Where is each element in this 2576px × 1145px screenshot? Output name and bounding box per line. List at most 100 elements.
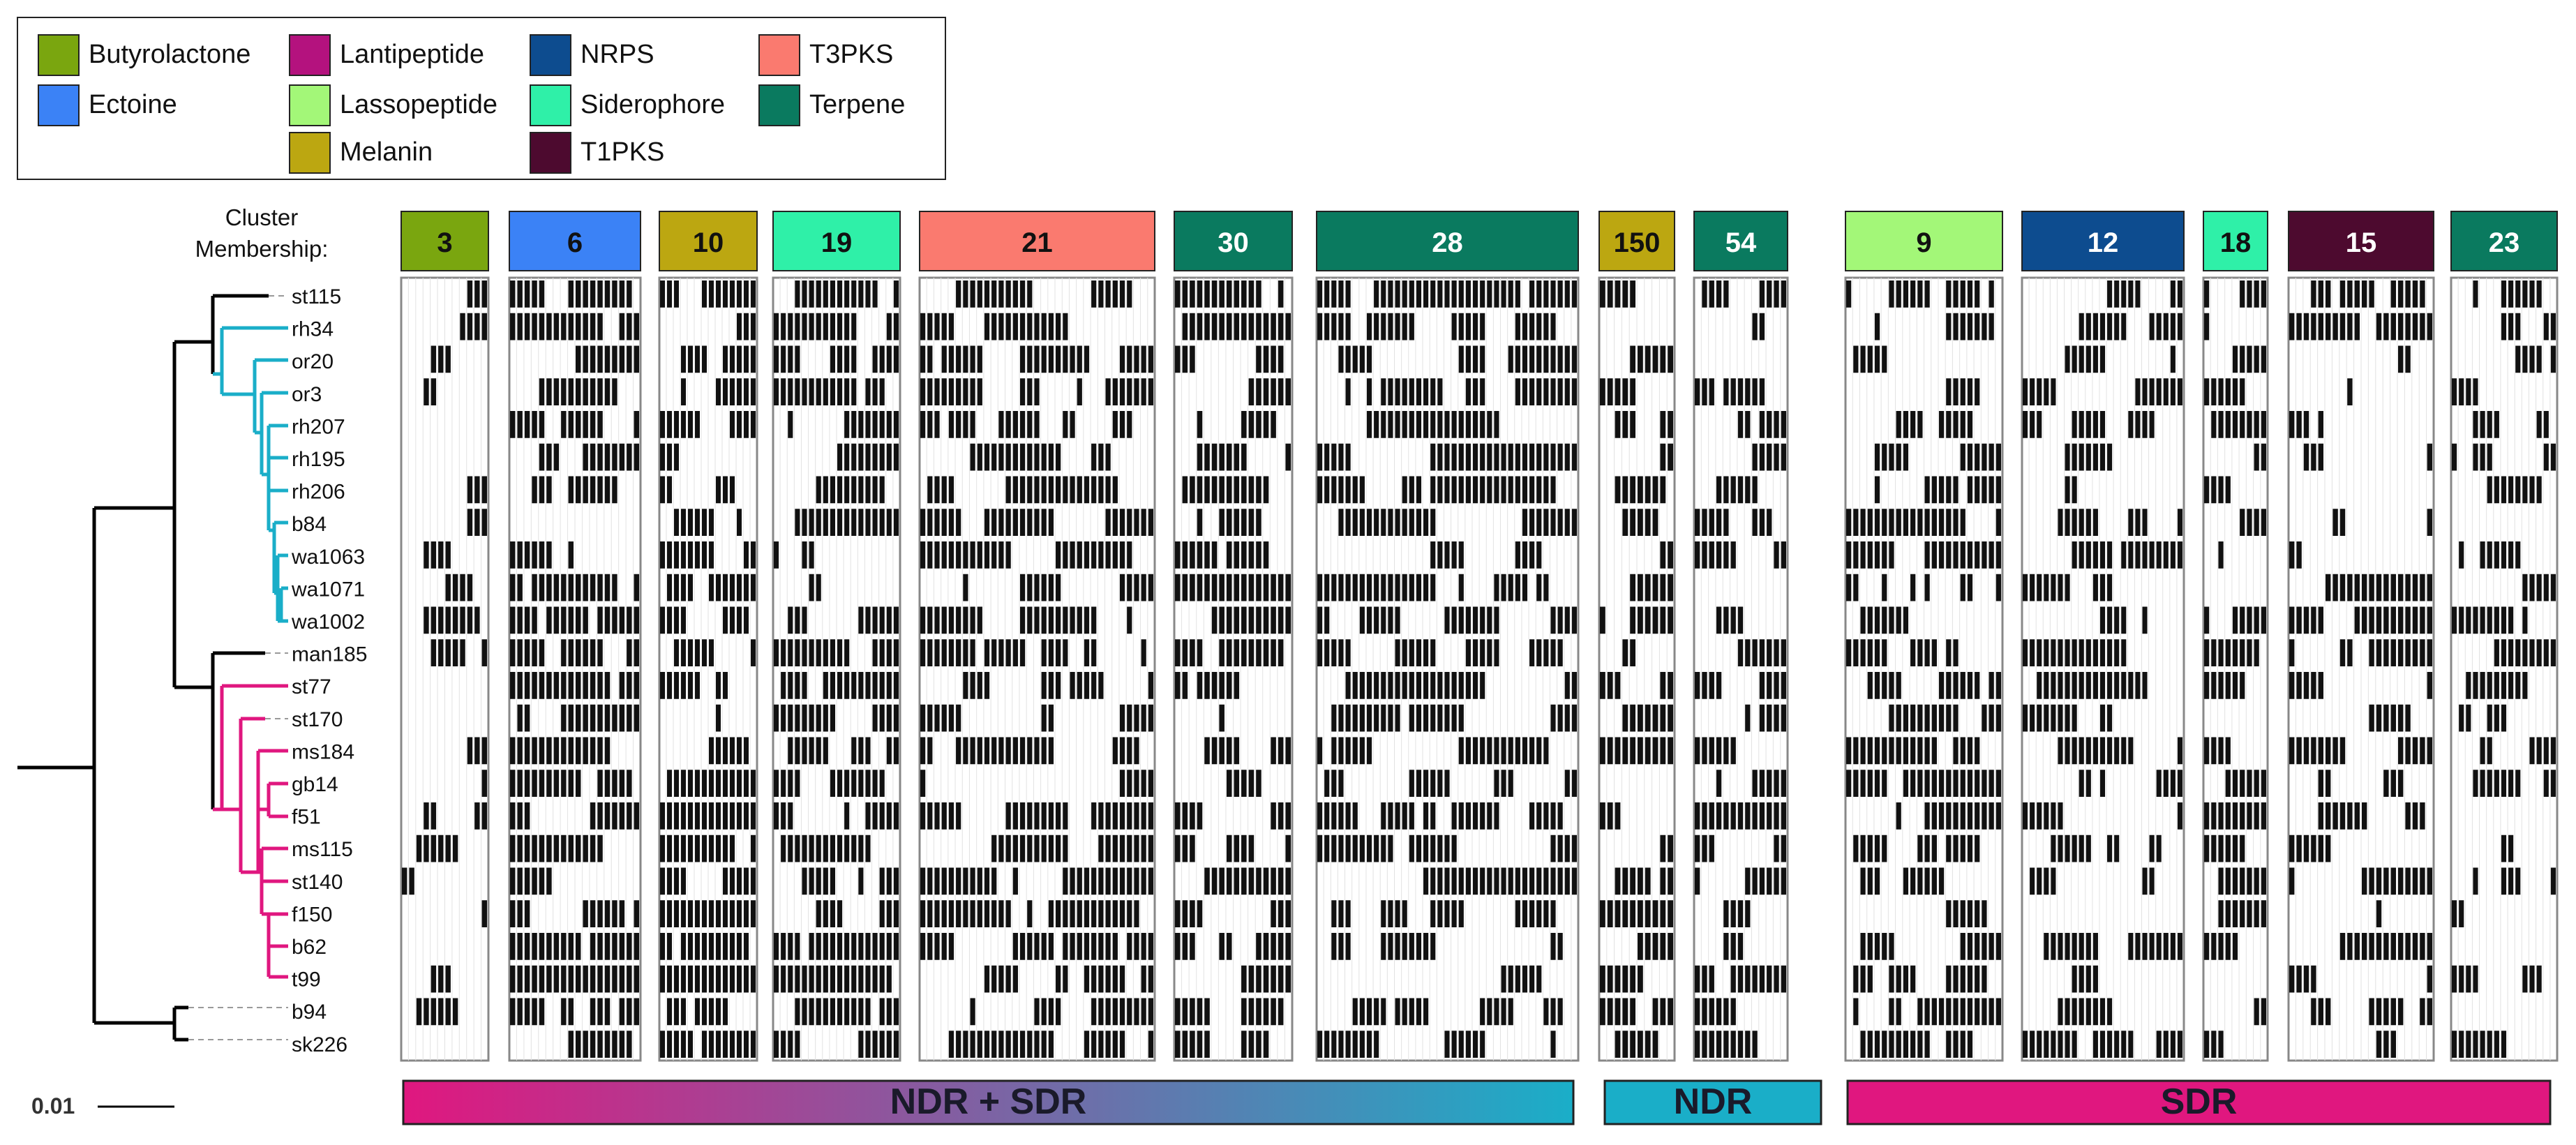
presence-mark [681, 509, 686, 536]
presence-mark [583, 965, 588, 993]
presence-mark [1543, 476, 1549, 504]
presence-mark [597, 280, 603, 308]
presence-mark [1338, 1031, 1344, 1058]
presence-mark [1352, 1031, 1358, 1058]
presence-mark [1896, 443, 1901, 471]
presence-mark [1759, 965, 1765, 993]
presence-mark [627, 606, 632, 634]
presence-mark [1409, 574, 1414, 601]
presence-mark [1752, 378, 1758, 405]
presence-mark [2508, 606, 2514, 634]
presence-mark [723, 378, 728, 405]
presence-mark [802, 606, 807, 634]
presence-mark [1416, 639, 1422, 666]
presence-mark [1416, 280, 1422, 308]
presence-mark [1737, 606, 1744, 634]
presence-mark [2107, 1031, 2113, 1058]
presence-mark [1388, 933, 1393, 960]
presence-mark [2163, 1031, 2169, 1058]
presence-mark [1571, 280, 1577, 308]
presence-mark [430, 998, 437, 1026]
presence-mark [2487, 476, 2492, 504]
presence-mark [539, 933, 545, 960]
presence-mark [590, 802, 596, 830]
presence-mark [1960, 737, 1965, 765]
presence-mark [1630, 280, 1635, 308]
presence-mark [2318, 443, 2323, 471]
presence-mark [1600, 672, 1605, 699]
presence-mark [1903, 509, 1909, 536]
presence-mark [1600, 900, 1605, 927]
presence-mark [1557, 704, 1563, 732]
presence-mark [1134, 802, 1139, 830]
presence-mark [590, 280, 596, 308]
presence-mark [1256, 867, 1261, 895]
presence-mark [844, 933, 850, 960]
presence-mark [1388, 802, 1393, 830]
presence-mark [872, 378, 878, 405]
presence-mark [893, 280, 899, 308]
presence-mark [941, 867, 947, 895]
presence-mark [1437, 835, 1443, 862]
presence-mark [1271, 900, 1276, 927]
presence-mark [1745, 411, 1751, 438]
presence-mark [1271, 313, 1276, 340]
presence-mark [851, 345, 857, 373]
presence-mark [1924, 639, 1930, 666]
presence-mark [802, 704, 807, 732]
presence-mark [1105, 378, 1111, 405]
presence-mark [795, 509, 800, 536]
presence-mark [844, 509, 850, 536]
presence-mark [2405, 802, 2411, 830]
presence-mark [1141, 704, 1146, 732]
presence-mark [1182, 998, 1188, 1026]
presence-mark [2099, 443, 2106, 471]
presence-mark [781, 378, 786, 405]
presence-mark [744, 574, 749, 601]
presence-mark [1063, 900, 1068, 927]
presence-mark [1271, 574, 1276, 601]
presence-mark [1204, 280, 1210, 308]
presence-mark [1444, 835, 1450, 862]
presence-mark [2225, 476, 2231, 504]
presence-mark [667, 835, 672, 862]
presence-mark [2347, 802, 2353, 830]
presence-mark [1034, 411, 1040, 438]
presence-mark [1345, 835, 1351, 862]
presence-mark [1781, 672, 1786, 699]
presence-mark [604, 933, 611, 960]
presence-mark [1331, 770, 1337, 797]
cluster-membership-label-line1: Cluster [225, 204, 299, 230]
presence-mark [1148, 574, 1153, 601]
presence-mark [751, 541, 756, 569]
presence-mark [1975, 933, 1980, 960]
presence-mark [1458, 280, 1464, 308]
presence-mark [1953, 770, 1959, 797]
presence-mark [1759, 411, 1765, 438]
presence-mark [702, 933, 707, 960]
presence-mark [1564, 835, 1570, 862]
presence-mark [2065, 933, 2070, 960]
presence-mark [1241, 476, 1247, 504]
presence-mark [730, 606, 735, 634]
presence-mark [2135, 280, 2141, 308]
presence-mark [2092, 574, 2098, 601]
presence-mark [546, 737, 552, 765]
presence-mark [1352, 704, 1358, 732]
presence-mark [970, 541, 975, 569]
presence-mark [970, 998, 975, 1026]
presence-mark [1695, 835, 1700, 862]
presence-mark [2218, 933, 2224, 960]
presence-mark [667, 770, 672, 797]
presence-mark [802, 639, 807, 666]
presence-mark [2254, 639, 2259, 666]
presence-mark [2128, 509, 2134, 536]
presence-mark [865, 835, 871, 862]
presence-mark [1070, 933, 1075, 960]
presence-mark [963, 737, 968, 765]
presence-mark [1416, 411, 1422, 438]
presence-mark [1381, 574, 1386, 601]
presence-mark [1012, 802, 1018, 830]
presence-mark [1444, 704, 1450, 732]
presence-mark [1444, 443, 1450, 471]
